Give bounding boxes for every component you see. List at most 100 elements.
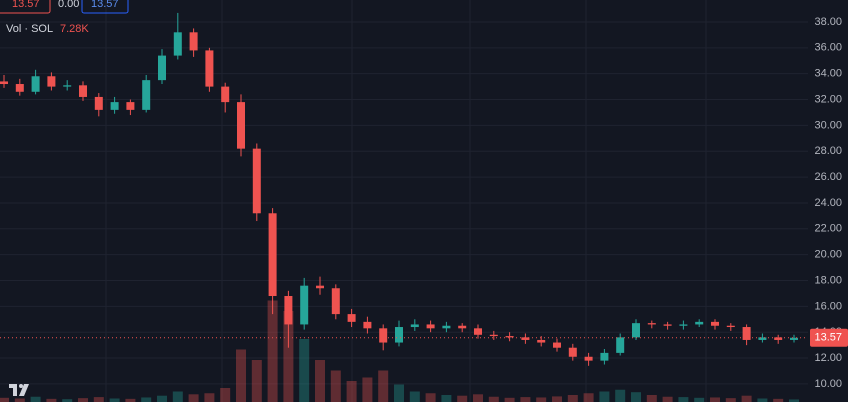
volume-bar (725, 398, 736, 402)
candle-body (379, 328, 388, 343)
candle-body (221, 86, 230, 103)
candle-body (126, 102, 135, 110)
candle-body (63, 85, 72, 87)
price-box (81, 0, 129, 14)
logo (9, 384, 29, 396)
candle-body (173, 32, 182, 56)
candle-body (284, 296, 293, 325)
volume-bar (172, 391, 183, 402)
candle-body (395, 327, 403, 343)
volume-bars (0, 300, 799, 402)
volume-bar (346, 381, 357, 402)
volume-bar (662, 396, 673, 402)
candle-body (31, 76, 40, 92)
candle-body (790, 337, 798, 340)
vertical-grid (105, 0, 707, 402)
y-tick-label: 10.00 (814, 378, 842, 390)
price-value: 13.57 (12, 0, 40, 10)
candle-body (726, 325, 735, 328)
candle-body (426, 324, 435, 329)
horizontal-grid (0, 21, 808, 385)
candle-body (521, 337, 530, 340)
volume-bar (62, 399, 73, 402)
volume-bar (441, 395, 452, 402)
y-tick-label: 30.00 (814, 119, 842, 131)
volume-bar (552, 396, 562, 402)
volume-bar (0, 397, 9, 402)
volume-bar (93, 397, 104, 402)
volume-bar (599, 391, 610, 402)
candle-body (442, 325, 451, 329)
candle-body (347, 314, 356, 322)
volume-bar (678, 397, 689, 402)
y-tick-label: 32.00 (814, 93, 842, 105)
candle-body (252, 148, 261, 214)
last-price-label: 13.57 (814, 332, 842, 344)
y-tick-label: 22.00 (814, 223, 842, 235)
price-box (0, 0, 51, 14)
y-tick-label: 26.00 (814, 171, 842, 183)
candle-body (774, 337, 783, 340)
y-tick-label: 24.00 (814, 197, 842, 209)
volume-bar (567, 395, 578, 402)
candle-body (363, 321, 372, 329)
volume-bar (299, 339, 310, 402)
volume-bar (710, 397, 720, 402)
volume-bar (78, 398, 88, 402)
volume-bar (425, 393, 436, 402)
candle-body (15, 84, 24, 92)
candle-body (489, 334, 498, 337)
candle-body (711, 321, 719, 326)
y-tick-label: 16.00 (814, 300, 842, 312)
last-price-box (810, 328, 848, 347)
volume-bar (504, 397, 515, 402)
volume-bar (394, 384, 404, 402)
volume-bar (457, 395, 468, 402)
volume-bar (615, 389, 626, 402)
volume-bar (694, 397, 705, 402)
candle-body (458, 325, 467, 329)
candle-body (632, 323, 640, 338)
volume-bar (773, 398, 784, 402)
candle-body (0, 81, 8, 85)
candle-body (94, 96, 103, 110)
candle-body (158, 55, 166, 81)
volume-bar (488, 396, 499, 402)
candle-body (300, 285, 309, 325)
volume-bar (409, 391, 420, 402)
volume-bar (757, 398, 768, 402)
volume-bar (583, 393, 594, 402)
volume-name: Vol · SOL (6, 23, 53, 35)
volume-value: 7.28K (60, 23, 89, 35)
volume-bar (109, 398, 120, 402)
candle-body (616, 337, 625, 353)
volume-bar (330, 370, 341, 402)
volume-bar (46, 398, 57, 402)
candle-body (205, 50, 214, 87)
volume-bar (631, 392, 641, 402)
volume-bar (236, 349, 246, 402)
volume-bar (646, 395, 657, 402)
price-value: 13.57 (91, 0, 119, 10)
candle-body (505, 336, 514, 338)
volume-bar (220, 388, 231, 402)
change-value: 0.00 (58, 0, 79, 10)
volume-bar (157, 395, 167, 402)
candle-body (537, 339, 546, 343)
candle-body (142, 80, 151, 110)
y-tick-label: 28.00 (814, 145, 842, 157)
volume-bar (204, 393, 215, 402)
y-tick-label: 18.00 (814, 274, 842, 286)
candle-body (647, 323, 656, 325)
candle-body (268, 213, 277, 297)
candle-body (600, 352, 609, 361)
candle-body (663, 324, 672, 326)
volume-bar (362, 377, 373, 402)
candles (0, 12, 798, 366)
candle-body (679, 324, 688, 326)
candle-body (189, 32, 198, 51)
logo-part (19, 384, 23, 388)
candle-body (553, 342, 561, 348)
y-tick-label: 36.00 (814, 42, 842, 54)
